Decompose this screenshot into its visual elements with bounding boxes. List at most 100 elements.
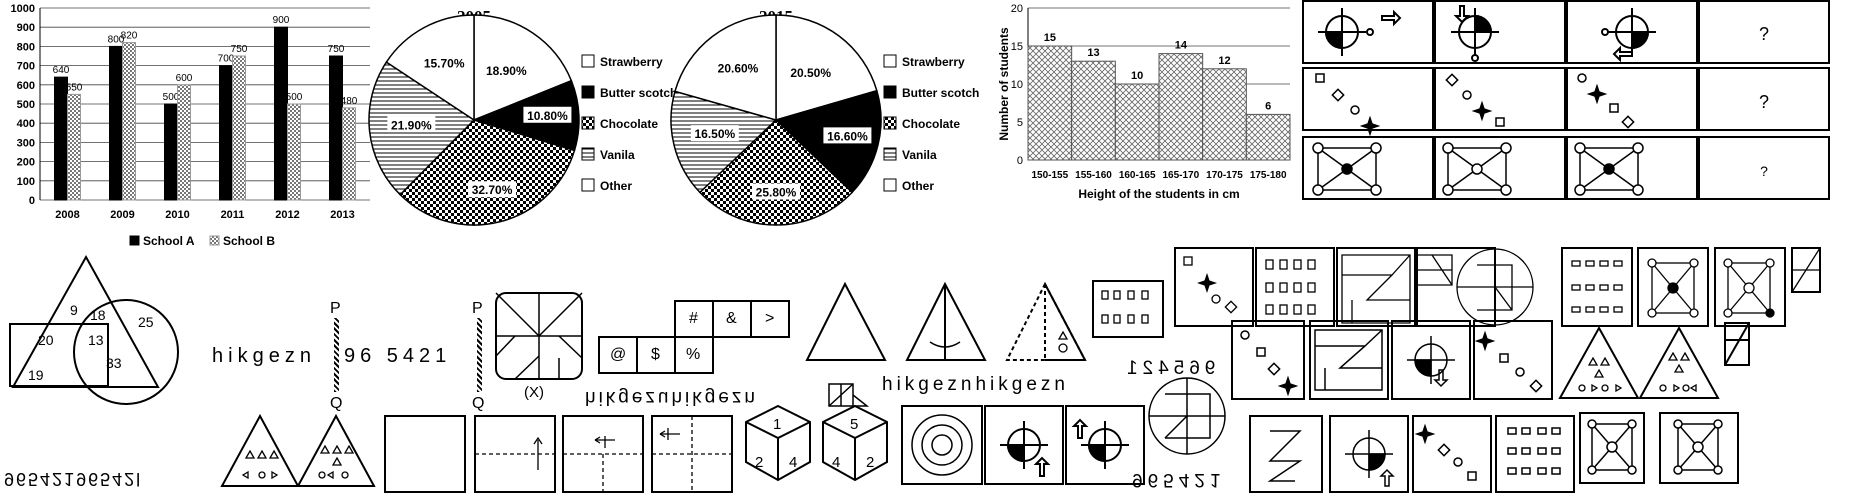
histogram-bar xyxy=(1114,83,1160,161)
mirror-answer-b: hikgeznhikgezn xyxy=(882,374,1069,395)
histogram-bar xyxy=(1202,68,1247,161)
legend-label: Other xyxy=(902,179,934,193)
x-tick-label: 2010 xyxy=(165,209,189,221)
data-label: 820 xyxy=(121,31,138,42)
legend-swatch xyxy=(883,116,897,130)
pie-slice xyxy=(674,14,777,121)
die2-top: 5 xyxy=(850,416,859,433)
y-tick-label: 400 xyxy=(17,118,35,130)
slice-label: 10.80% xyxy=(527,109,568,123)
bar-school-b xyxy=(342,107,356,201)
y-tick-label: 200 xyxy=(17,157,35,169)
legend-label: School B xyxy=(223,234,275,248)
x-tick-label: 165-170 xyxy=(1162,170,1199,181)
bar-school-b xyxy=(287,103,301,201)
y-tick-label: 0 xyxy=(29,195,35,207)
legend-swatch xyxy=(883,85,897,99)
figure-matrix: ? ? ? xyxy=(1302,0,1830,200)
venn-triangle-only: 9 xyxy=(70,302,78,318)
venn-rect-triangle: 20 xyxy=(38,332,54,348)
legend-swatch xyxy=(581,116,595,130)
bar-school-b xyxy=(122,42,136,201)
die1-left: 2 xyxy=(755,454,764,471)
question-mark: ? xyxy=(1759,92,1769,112)
label-bg xyxy=(523,106,572,123)
x-tick-label: 2009 xyxy=(110,209,134,221)
data-label: 750 xyxy=(231,44,248,55)
data-label: 500 xyxy=(286,92,303,103)
x-tick-label: 155-160 xyxy=(1075,170,1112,181)
data-label: 12 xyxy=(1218,55,1230,67)
data-label: 640 xyxy=(53,65,70,76)
legend-swatch xyxy=(883,178,897,192)
label-bg xyxy=(752,183,800,200)
pie-slice xyxy=(670,90,778,194)
venn-rect-only: 19 xyxy=(28,367,44,383)
die1-right: 4 xyxy=(789,454,798,471)
legend-swatch xyxy=(129,235,140,246)
height-histogram: 0 5 10 15 20 15 150-155 13 155-160 10 160-165 14 165… xyxy=(997,3,1291,201)
venn-triangle-circle: 18 xyxy=(90,307,106,323)
x-tick-label: 160-165 xyxy=(1119,170,1156,181)
bar-school-b xyxy=(232,55,246,201)
data-label: 500 xyxy=(163,92,180,103)
legend-label: Butter scotch xyxy=(902,86,979,100)
bottom-row-figures xyxy=(220,377,1739,493)
mirror-p-label: P xyxy=(330,300,341,317)
y-tick-label: 15 xyxy=(1011,41,1023,53)
data-label: 900 xyxy=(273,15,290,26)
bar-school-b xyxy=(67,93,81,201)
data-label: 15 xyxy=(1044,32,1056,44)
y-tick-label: 700 xyxy=(17,61,35,73)
slice-label: 21.90% xyxy=(391,119,432,133)
legend-swatch xyxy=(883,147,897,161)
slice-label: 15.70% xyxy=(424,57,465,71)
pie-slice xyxy=(775,14,878,121)
y-tick-label: 800 xyxy=(17,41,35,53)
pie-slice xyxy=(399,119,576,226)
legend-swatch xyxy=(581,54,595,68)
mirror2-p-label: P xyxy=(472,300,483,317)
legend-label: Other xyxy=(600,179,632,193)
legend-label: Chocolate xyxy=(902,117,960,131)
bar-school-b xyxy=(177,84,191,201)
mirror2-line xyxy=(477,318,482,392)
legend-label: Butter scotch xyxy=(600,86,677,100)
legend-label: Vanila xyxy=(902,148,937,162)
histogram-bar xyxy=(1027,45,1073,161)
histogram-bar xyxy=(1158,53,1204,161)
histogram-bar xyxy=(1071,60,1116,161)
middle-lower-figures xyxy=(1231,320,1750,400)
legend-label: Vanila xyxy=(600,148,635,162)
slice-label: 18.90% xyxy=(486,64,527,78)
slice-label: 25.80% xyxy=(756,186,797,200)
label-bg xyxy=(690,125,739,142)
legend-swatch xyxy=(581,147,595,161)
bar-school-a xyxy=(219,65,233,201)
label-bg xyxy=(823,127,872,144)
shape-small-icon xyxy=(828,383,870,407)
data-label: 800 xyxy=(108,34,125,45)
bar-school-a xyxy=(54,76,68,201)
data-label: 13 xyxy=(1087,47,1099,59)
option-label-x: (X) xyxy=(524,384,544,401)
data-label: 480 xyxy=(341,96,358,107)
mirror-number: 96 5421 xyxy=(344,345,452,367)
pie-chart-2015: 201520.50%16.60%25.80%16.50%20.60%Strawb… xyxy=(670,7,979,226)
cube-face-4: @ xyxy=(598,336,638,374)
legend-label: Strawberry xyxy=(902,55,965,69)
x-tick-label: 2011 xyxy=(221,209,245,221)
y-tick-label: 0 xyxy=(1017,155,1023,167)
y-tick-label: 10 xyxy=(1011,79,1023,91)
label-bg xyxy=(387,116,436,133)
slice-label: 16.60% xyxy=(827,129,868,143)
slice-label: 20.50% xyxy=(790,66,831,80)
y-tick-label: 20 xyxy=(1011,3,1023,15)
legend-swatch xyxy=(581,178,595,192)
target-circle-icon xyxy=(1318,5,1656,63)
cube-face-5: $ xyxy=(636,336,676,374)
die2-left: 4 xyxy=(832,454,841,471)
y-axis-label: Number of students xyxy=(997,27,1011,141)
mirror2-q-label: Q xyxy=(472,395,485,412)
legend-label: Strawberry xyxy=(600,55,663,69)
